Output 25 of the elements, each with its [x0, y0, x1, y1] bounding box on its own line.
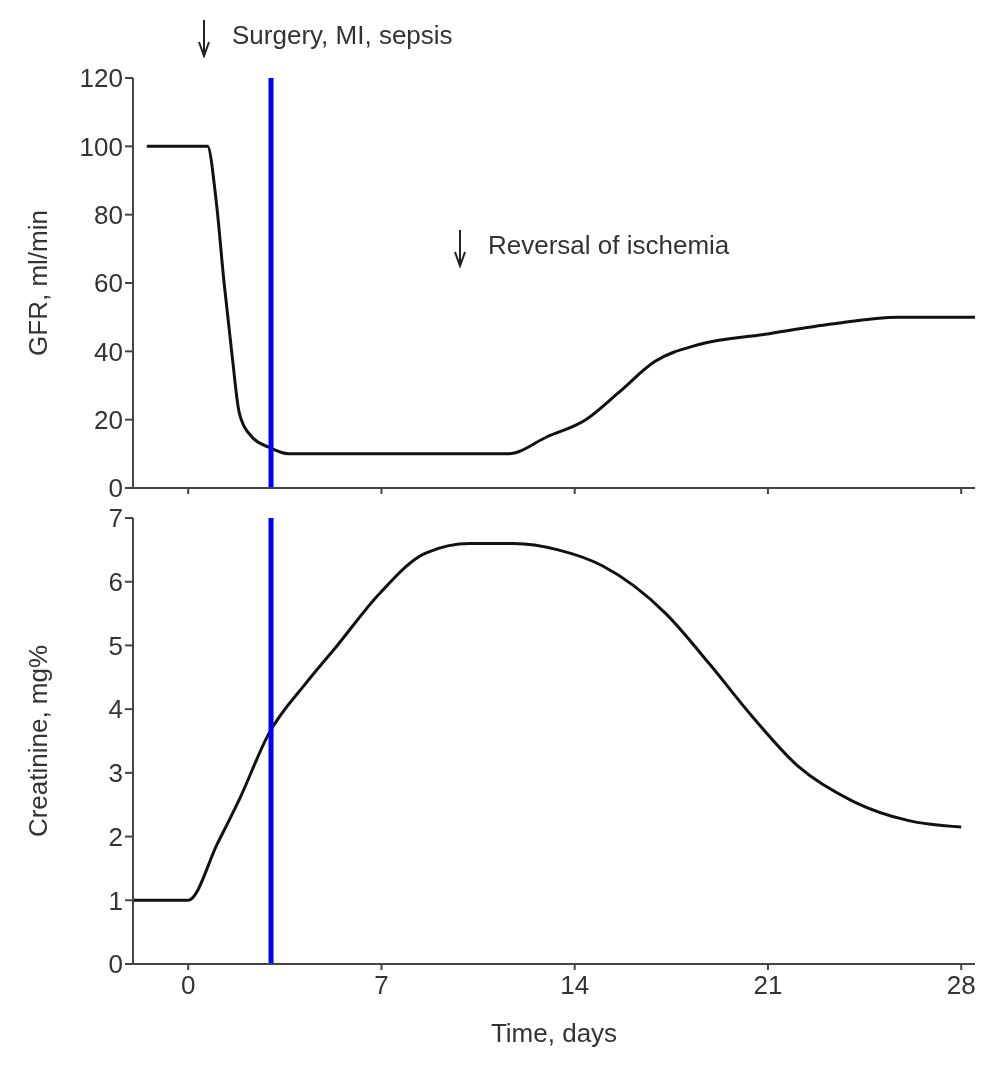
y-tick-label: 5 [108, 630, 123, 661]
annotation: Reversal of ischemia [488, 230, 730, 260]
text: Surgery, MI, sepsis [232, 20, 453, 50]
y-tick-label: 2 [108, 821, 123, 852]
y-tick-label: 3 [108, 758, 123, 789]
y-tick-label: 4 [108, 694, 123, 725]
x-tick-label: 0 [180, 970, 196, 1000]
x-tick-label: 28 [946, 970, 976, 1000]
x-tick-label: 14 [560, 970, 590, 1000]
y-tick-label: 0 [108, 473, 123, 504]
y-tick-label: 100 [79, 131, 123, 162]
y-tick-label: 120 [79, 63, 123, 94]
y-tick-label: 1 [108, 885, 123, 916]
y-tick-label: 0 [108, 949, 123, 980]
y-axis-title: Creatinine, mg% [23, 644, 54, 838]
x-axis-title: Time, days [490, 1018, 618, 1048]
y-tick-label: 40 [94, 336, 123, 367]
x-tick-label: 21 [753, 970, 783, 1000]
y-tick-label: 60 [94, 268, 123, 299]
y-tick-label: 7 [108, 503, 123, 534]
y-tick-label: 6 [108, 566, 123, 597]
y-axis-title: GFR, ml/min [23, 210, 54, 356]
y-tick-label: 80 [94, 199, 123, 230]
y-tick-label: 20 [94, 404, 123, 435]
x-tick-label: 7 [374, 970, 389, 1000]
